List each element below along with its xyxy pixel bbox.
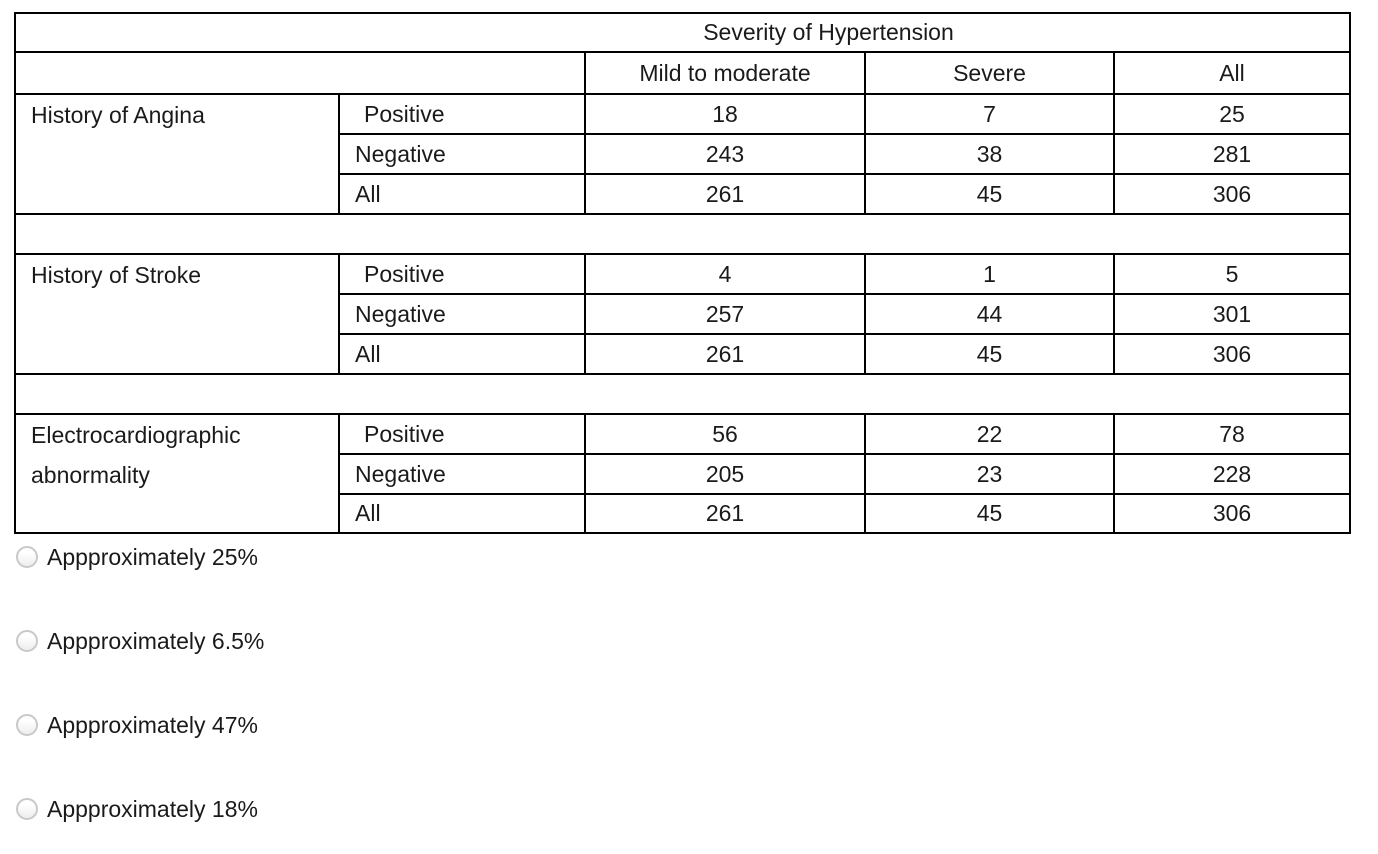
data-cell: 45 <box>864 333 1113 373</box>
data-cell: 78 <box>1113 413 1349 453</box>
data-cell: 301 <box>1113 293 1349 333</box>
data-cell: 261 <box>584 493 864 532</box>
col-header-all: All <box>1113 53 1349 93</box>
data-cell: 261 <box>584 173 864 213</box>
data-cell: 243 <box>584 133 864 173</box>
option-label[interactable]: Appproximately 25% <box>47 543 258 570</box>
data-cell: 22 <box>864 413 1113 453</box>
group-label-ecg: Electrocardiographic abnormality <box>16 413 338 532</box>
data-cell: 1 <box>864 253 1113 293</box>
option-label[interactable]: Appproximately 6.5% <box>47 627 265 654</box>
sub-row-label: Positive <box>338 253 584 293</box>
sub-row-label: Negative <box>338 453 584 493</box>
option-label[interactable]: Appproximately 18% <box>47 795 258 822</box>
header-spacer-cell <box>16 53 584 93</box>
radio-option-4[interactable]: Appproximately 18% <box>16 795 264 822</box>
radio-option-3[interactable]: Appproximately 47% <box>16 711 264 738</box>
data-cell: 205 <box>584 453 864 493</box>
spacer-row <box>16 213 1349 253</box>
data-cell: 306 <box>1113 493 1349 532</box>
radio-option-2[interactable]: Appproximately 6.5% <box>16 627 265 654</box>
radio-option-1[interactable]: Appproximately 25% <box>16 543 264 570</box>
data-cell: 7 <box>864 93 1113 133</box>
data-cell: 281 <box>1113 133 1349 173</box>
sub-row-label: Negative <box>338 133 584 173</box>
data-cell: 25 <box>1113 93 1349 133</box>
sub-row-label: All <box>338 173 584 213</box>
data-cell: 306 <box>1113 333 1349 373</box>
spacer-row <box>16 373 1349 413</box>
data-cell: 257 <box>584 293 864 333</box>
group-label-angina: History of Angina <box>16 93 338 213</box>
radio-button[interactable] <box>16 714 38 736</box>
sub-row-label: Positive <box>338 413 584 453</box>
data-cell: 5 <box>1113 253 1349 293</box>
data-cell: 228 <box>1113 453 1349 493</box>
data-cell: 306 <box>1113 173 1349 213</box>
table-title: Severity of Hypertension <box>16 14 1349 53</box>
option-label[interactable]: Appproximately 47% <box>47 711 258 738</box>
col-header-mild-to-moderate: Mild to moderate <box>584 53 864 93</box>
radio-button[interactable] <box>16 798 38 820</box>
data-cell: 4 <box>584 253 864 293</box>
col-header-severe: Severe <box>864 53 1113 93</box>
data-cell: 261 <box>584 333 864 373</box>
data-cell: 23 <box>864 453 1113 493</box>
answer-options: Appproximately 25% Appproximately 6.5% A… <box>16 543 265 854</box>
radio-button[interactable] <box>16 546 38 568</box>
sub-row-label: All <box>338 493 584 532</box>
data-cell: 18 <box>584 93 864 133</box>
data-cell: 45 <box>864 173 1113 213</box>
data-cell: 45 <box>864 493 1113 532</box>
sub-row-label: Positive <box>338 93 584 133</box>
radio-button[interactable] <box>16 630 38 652</box>
hypertension-table: Severity of Hypertension Mild to moderat… <box>14 12 1351 534</box>
data-cell: 44 <box>864 293 1113 333</box>
sub-row-label: Negative <box>338 293 584 333</box>
data-cell: 56 <box>584 413 864 453</box>
group-label-stroke: History of Stroke <box>16 253 338 373</box>
data-cell: 38 <box>864 133 1113 173</box>
sub-row-label: All <box>338 333 584 373</box>
